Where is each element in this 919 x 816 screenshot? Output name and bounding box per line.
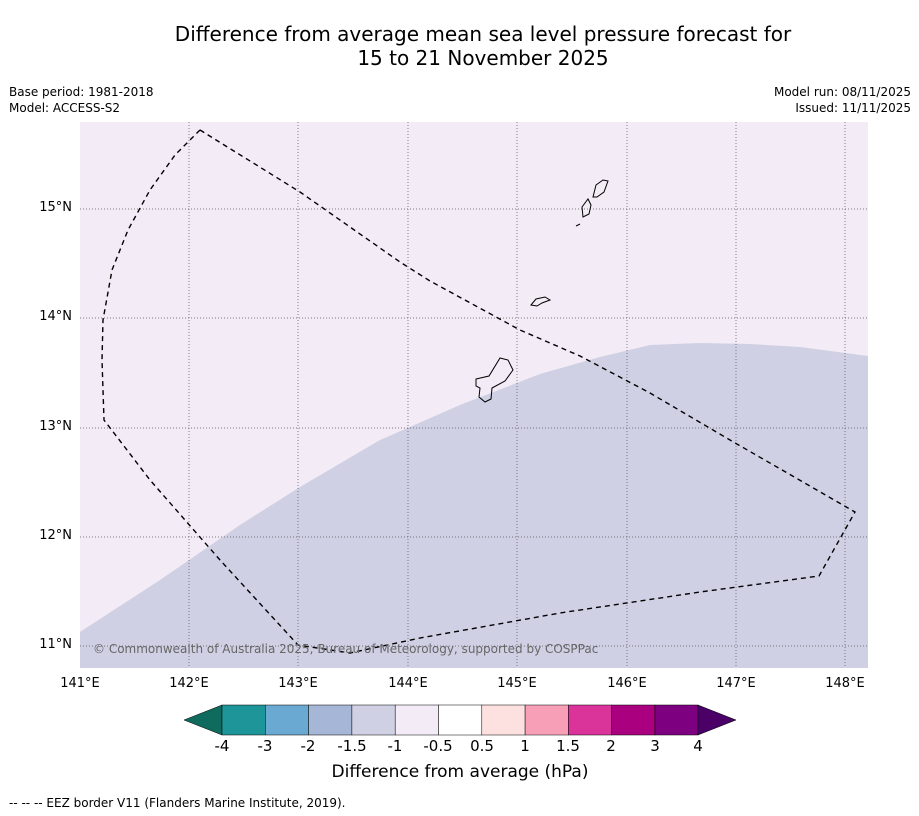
colorbar-max-extension [697, 704, 737, 736]
colorbar [183, 704, 737, 736]
colorbar-segment-4 [351, 704, 396, 736]
colorbar-segment-1 [221, 704, 266, 736]
colorbar-segment-11 [654, 704, 699, 736]
colorbar-label: -3 [257, 737, 273, 755]
lat-tick-14n: 14°N [39, 309, 72, 324]
colorbar-segment-3 [308, 704, 353, 736]
colorbar-label: 0.5 [470, 737, 494, 755]
meta-right: Model run: 08/11/2025 Issued: 11/11/2025 [774, 84, 911, 116]
colorbar-label: -1.5 [337, 737, 367, 755]
colorbar-title: Difference from average (hPa) [331, 762, 589, 782]
lon-tick-144e: 144°E [388, 676, 428, 691]
colorbar-segment-10 [611, 704, 656, 736]
colorbar-segment-7 [481, 704, 526, 736]
lon-tick-146e: 146°E [607, 676, 647, 691]
lat-tick-11n: 11°N [39, 637, 72, 652]
lat-tick-15n: 15°N [39, 200, 72, 215]
island-saipan [592, 179, 609, 198]
lon-tick-142e: 142°E [169, 676, 209, 691]
lat-tick-13n: 13°N [39, 419, 72, 434]
gridlines [80, 122, 868, 668]
colorbar-label: -4 [214, 737, 230, 755]
title-line-2: 15 to 21 November 2025 [357, 46, 609, 70]
meta-left: Base period: 1981-2018 Model: ACCESS-S2 [9, 84, 154, 116]
lon-tick-147e: 147°E [716, 676, 756, 691]
lon-tick-148e: 148°E [825, 676, 865, 691]
colorbar-min-extension [183, 704, 223, 736]
eez-border [101, 129, 856, 654]
chart-title: Difference from average mean sea level p… [0, 22, 919, 70]
colorbar-label: 2 [606, 737, 616, 755]
lon-tick-145e: 145°E [497, 676, 537, 691]
pressure-anomaly-band [80, 343, 868, 668]
colorbar-segment-8 [524, 704, 569, 736]
title-line-1: Difference from average mean sea level p… [174, 22, 792, 46]
islands [475, 179, 609, 403]
island-aguijan [575, 223, 581, 227]
issued-date: Issued: 11/11/2025 [795, 101, 911, 115]
lon-tick-143e: 143°E [278, 676, 318, 691]
colorbar-label: 1 [520, 737, 530, 755]
colorbar-label: 1.5 [556, 737, 580, 755]
colorbar-label: 3 [650, 737, 660, 755]
colorbar-segment-6 [438, 704, 483, 736]
eez-legend-note: -- -- -- EEZ border V11 (Flanders Marine… [9, 796, 346, 810]
lat-tick-12n: 12°N [39, 528, 72, 543]
island-guam [475, 357, 514, 403]
colorbar-label: 4 [693, 737, 703, 755]
colorbar-label: -2 [300, 737, 316, 755]
colorbar-label: -1 [387, 737, 403, 755]
base-period: Base period: 1981-2018 [9, 85, 154, 99]
colorbar-label: -0.5 [423, 737, 453, 755]
model-name: Model: ACCESS-S2 [9, 101, 121, 115]
island-tinian [581, 198, 592, 218]
colorbar-segment-9 [568, 704, 612, 736]
colorbar-segment-5 [394, 704, 439, 736]
model-run: Model run: 08/11/2025 [773, 85, 911, 99]
colorbar-segment-2 [265, 704, 309, 736]
lon-tick-141e: 141°E [60, 676, 100, 691]
copyright-notice: © Commonwealth of Australia 2025, Bureau… [93, 642, 599, 656]
island-rota [530, 296, 552, 307]
